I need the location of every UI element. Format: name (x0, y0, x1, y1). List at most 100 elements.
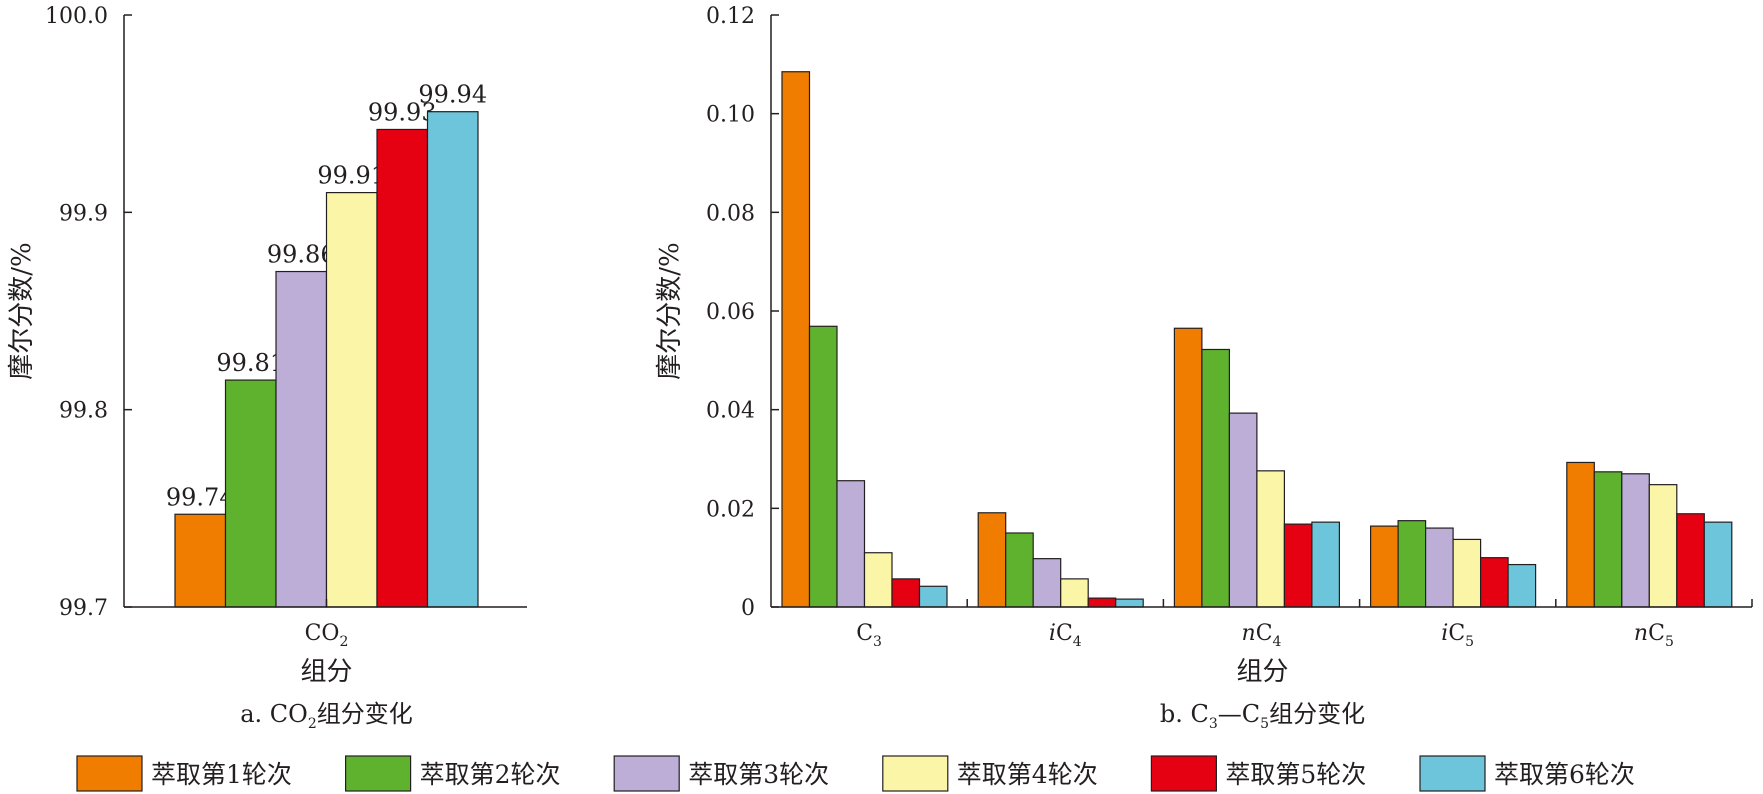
x-tick-label: CO2 (305, 621, 349, 650)
bar (836, 480, 866, 608)
bar (1228, 412, 1258, 608)
y-tick-label: 99.9 (59, 201, 108, 226)
legend-label: 萃取第6轮次 (1494, 760, 1635, 789)
caption: b. C3—C5组分变化 (1160, 700, 1365, 732)
x-tick-base: CO (305, 621, 340, 646)
bar (1369, 525, 1399, 608)
legend-label: 萃取第3轮次 (688, 760, 829, 789)
x-tick-base: C (1648, 621, 1665, 646)
bar (891, 578, 921, 608)
bar (781, 71, 811, 608)
bar (863, 552, 893, 608)
legend-item: 萃取第6轮次 (1419, 755, 1635, 792)
x-tick-sub: 4 (1073, 634, 1082, 650)
bar (1507, 563, 1537, 608)
bar (1005, 532, 1034, 608)
x-tick-label: iC5 (1441, 621, 1474, 650)
data-label: 99.94 (418, 81, 487, 109)
bar (808, 325, 838, 608)
y-tick-label: 0.08 (706, 201, 755, 226)
y-tick-label: 0.12 (706, 4, 755, 29)
caption-prefix: a. CO (240, 700, 308, 728)
y-axis-title: 摩尔分数/% (7, 242, 37, 379)
legend-item: 萃取第5轮次 (1150, 755, 1366, 792)
y-tick-label: 99.7 (59, 596, 108, 621)
bar (918, 585, 948, 608)
bar (1452, 538, 1482, 608)
legend: 萃取第1轮次 萃取第2轮次 萃取第3轮次 萃取第4轮次 萃取第5轮次 萃取第6轮次 (76, 755, 1635, 792)
bar (1424, 527, 1454, 608)
legend-swatch (1150, 755, 1218, 792)
y-tick-label: 99.8 (59, 399, 108, 424)
bar (174, 513, 227, 608)
bar (224, 379, 277, 608)
legend-swatch (613, 755, 680, 792)
bar (1256, 470, 1286, 608)
bar (1283, 523, 1313, 608)
legend-label: 萃取第1轮次 (151, 760, 292, 789)
legend-item: 萃取第4轮次 (882, 755, 1098, 792)
x-tick-italic: i (1049, 621, 1056, 646)
x-tick-label: iC4 (1049, 621, 1082, 650)
caption-prefix: b. C (1160, 700, 1209, 728)
x-axis-title: 组分 (300, 657, 352, 687)
bar (1479, 557, 1509, 608)
bar (1173, 327, 1203, 608)
x-tick-label: nC5 (1634, 621, 1674, 650)
data-label: 99.81 (216, 349, 285, 377)
caption-mid: —C (1218, 700, 1260, 728)
bar (1032, 558, 1062, 608)
bar (1621, 473, 1650, 608)
x-tick-base: C (1448, 621, 1465, 646)
legend-swatch (1419, 755, 1486, 792)
data-label: 99.74 (166, 483, 235, 511)
x-tick-sub: 5 (1665, 634, 1674, 650)
legend-swatch (76, 755, 143, 792)
legend-item: 萃取第2轮次 (345, 755, 561, 792)
bar (376, 128, 429, 608)
y-tick-label: 0.06 (706, 300, 755, 325)
legend-swatch (345, 755, 412, 792)
bar (1060, 578, 1089, 608)
bar (1311, 521, 1341, 608)
y-tick-label: 0.04 (706, 399, 755, 424)
x-tick-italic: n (1242, 621, 1256, 646)
caption-suffix: 组分变化 (1269, 700, 1365, 728)
y-tick-label: 0.02 (706, 497, 755, 522)
x-tick-base: C (1256, 621, 1273, 646)
bar (1703, 521, 1733, 608)
y-tick-label: 100.0 (45, 4, 108, 29)
legend-label: 萃取第4轮次 (957, 760, 1098, 789)
legend-item: 萃取第1轮次 (76, 755, 292, 792)
bar (1201, 348, 1231, 608)
bar (1115, 598, 1144, 608)
data-label: 99.91 (317, 162, 386, 190)
x-tick-sub: 3 (873, 634, 882, 650)
x-tick-italic: n (1634, 621, 1648, 646)
x-tick-sub: 2 (339, 634, 348, 650)
bar (426, 111, 479, 608)
data-label: 99.86 (267, 241, 336, 269)
x-tick-sub: 4 (1273, 634, 1282, 650)
bar (1566, 461, 1595, 608)
x-axis-title: 组分 (1236, 657, 1288, 687)
bar (1087, 597, 1117, 608)
bar (1676, 513, 1705, 608)
data-label: 99.93 (368, 98, 437, 126)
legend-label: 萃取第2轮次 (420, 760, 561, 789)
x-tick-base: C (856, 621, 873, 646)
x-tick-label: C3 (856, 621, 882, 650)
legend-label: 萃取第5轮次 (1225, 760, 1366, 789)
bar (1397, 520, 1427, 608)
legend-swatch (882, 755, 949, 792)
caption: a. CO2组分变化 (240, 700, 413, 732)
x-tick-label: nC4 (1242, 621, 1282, 650)
caption-sub: 3 (1209, 716, 1218, 732)
y-tick-label: 0 (741, 596, 755, 621)
y-axis-title: 摩尔分数/% (655, 242, 685, 379)
x-tick-italic: i (1441, 621, 1448, 646)
caption-sub2: 5 (1260, 716, 1269, 732)
